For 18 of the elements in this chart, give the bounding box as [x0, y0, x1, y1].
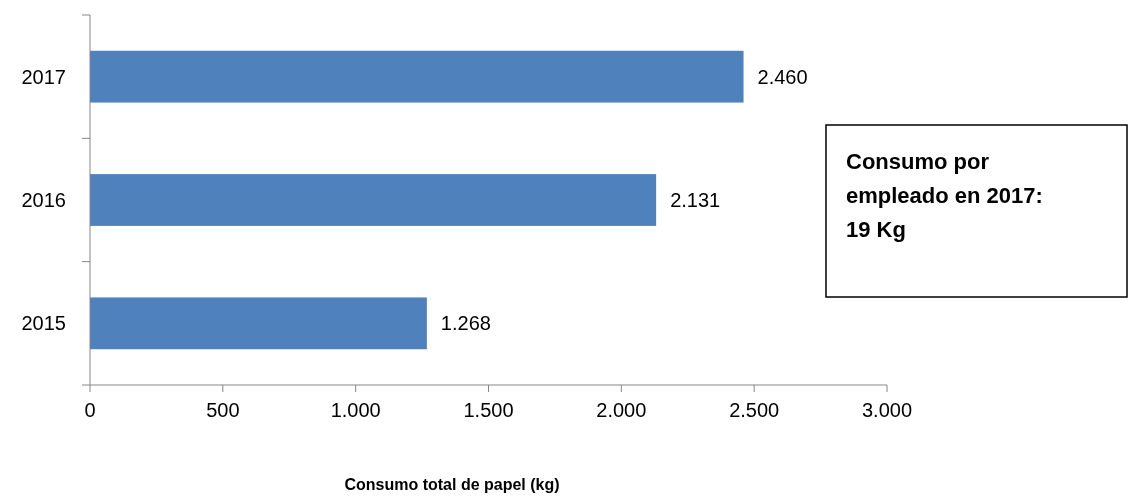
bar [90, 174, 657, 226]
data-label: 2.460 [757, 65, 808, 88]
x-tick-label: 500 [206, 399, 240, 421]
annotation: Consumo por empleado en 2017: 19 Kg [846, 149, 1043, 242]
data-label: 2.131 [670, 189, 721, 211]
bar [90, 297, 427, 350]
x-tick-label: 3.000 [861, 399, 913, 421]
data-label: 1.268 [440, 312, 491, 335]
y-tick-label: 2017 [21, 65, 66, 88]
x-tick-label: 1.000 [330, 399, 381, 421]
x-tick-label: 2.500 [729, 399, 780, 421]
y-tick-label: 2015 [21, 312, 66, 335]
y-tick-label: 2016 [21, 189, 66, 211]
x-tick-label: 2.000 [596, 399, 647, 421]
x-tick-label: 0 [84, 399, 96, 421]
bar [90, 50, 744, 103]
x-tick-label: 1.500 [463, 399, 514, 421]
x-axis-title: Consumo total de papel (kg) [344, 476, 560, 493]
